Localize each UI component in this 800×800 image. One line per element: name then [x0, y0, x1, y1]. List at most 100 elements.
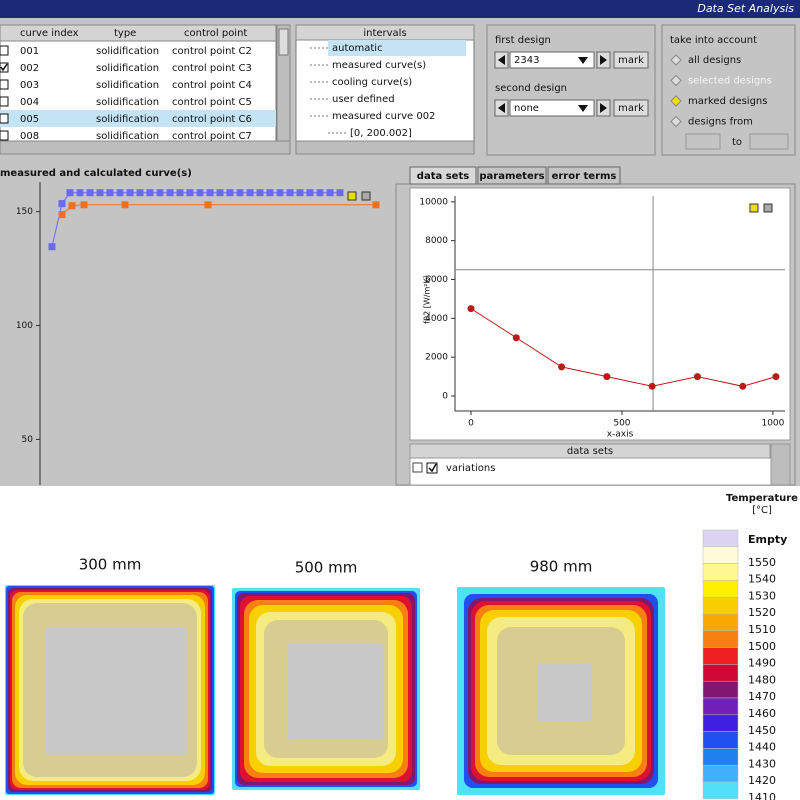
y-tick-label: 50: [22, 435, 34, 445]
tab-label: parameters: [479, 171, 544, 182]
legend-label: 1520: [748, 606, 776, 619]
chart-icon[interactable]: [749, 203, 759, 213]
point: [739, 382, 747, 390]
from-input[interactable]: [685, 133, 721, 150]
mark-label: mark: [618, 103, 644, 114]
legend-label: 1540: [748, 573, 776, 586]
scroll-thumb[interactable]: [278, 28, 289, 56]
tree-item: measured curve 002: [332, 111, 435, 122]
table-cell: control point C6: [172, 114, 252, 125]
x-tick-label: 1000: [761, 419, 784, 429]
table-cell: control point C7: [172, 131, 252, 142]
point: [58, 211, 66, 219]
check-mark: [428, 463, 437, 473]
point: [372, 201, 380, 209]
legend-label: 1530: [748, 589, 776, 602]
dropdown-icon: [578, 105, 588, 112]
second-design-combo[interactable]: [509, 99, 595, 117]
legend-swatch: [702, 748, 739, 766]
checkbox[interactable]: [0, 113, 9, 124]
legend-label: 1420: [748, 774, 776, 787]
tab[interactable]: [409, 166, 477, 185]
point: [603, 373, 611, 381]
point: [256, 189, 264, 197]
point: [206, 189, 214, 197]
point: [246, 189, 254, 197]
intervals-hscroll[interactable]: [295, 140, 475, 155]
tab[interactable]: [477, 166, 547, 185]
tab[interactable]: [547, 166, 621, 185]
chart-icon[interactable]: [361, 191, 371, 201]
heat-map-label: 980 mm: [530, 558, 593, 576]
legend-label: 1450: [748, 724, 776, 737]
tree-item: cooling curve(s): [332, 77, 412, 88]
second-design-value: none: [514, 103, 539, 114]
mark-button[interactable]: [613, 99, 649, 117]
checkbox[interactable]: [426, 462, 438, 474]
first-design-combo[interactable]: [509, 51, 595, 69]
heat-map-label: 300 mm: [79, 556, 142, 574]
arrow-icon: [498, 103, 505, 113]
legend-swatch: [702, 546, 739, 564]
tree-item: variations: [446, 463, 495, 474]
table-cell: solidification: [96, 114, 159, 125]
y-tick-label: 6000: [425, 275, 448, 285]
legend-label: 1460: [748, 707, 776, 720]
point: [316, 189, 324, 197]
legend-swatch: [702, 580, 739, 598]
table-hscroll[interactable]: [0, 140, 291, 155]
legend-label: 1470: [748, 690, 776, 703]
legend-label: 1500: [748, 640, 776, 653]
point: [156, 189, 164, 197]
radio-button[interactable]: [670, 54, 682, 66]
checkbox[interactable]: [0, 45, 9, 56]
checkbox[interactable]: [0, 130, 9, 141]
radio-label: designs from: [688, 117, 753, 128]
solid-core: [45, 627, 187, 755]
mark-button[interactable]: [613, 51, 649, 69]
radio-button[interactable]: [670, 95, 682, 107]
point: [216, 189, 224, 197]
data-sets-scroll[interactable]: [770, 443, 791, 486]
radio-label: selected designs: [688, 76, 772, 87]
left-chart-title: measured and calculated curve(s): [0, 168, 192, 179]
solid-core: [287, 643, 383, 740]
table-cell: solidification: [96, 131, 159, 142]
y-axis-label: f02 [W/m²K]: [423, 275, 432, 324]
point: [116, 189, 124, 197]
column-header: control point: [184, 28, 247, 39]
radio-button[interactable]: [670, 115, 682, 128]
dropdown-icon: [578, 57, 588, 64]
point: [512, 334, 520, 342]
chart-icon[interactable]: [763, 203, 773, 213]
point: [58, 200, 66, 208]
legend-swatch: [702, 613, 739, 632]
checkbox[interactable]: [0, 79, 9, 90]
to-input[interactable]: [749, 133, 789, 150]
table-cell: 002: [20, 63, 39, 74]
legend-label: Empty: [748, 533, 787, 546]
point: [96, 189, 104, 197]
legend-label: 1550: [748, 556, 776, 569]
arrow-icon: [498, 55, 505, 65]
second-design-label: second design: [495, 83, 567, 94]
tree-expander[interactable]: [412, 462, 423, 473]
legend-swatch: [702, 596, 739, 615]
point: [772, 373, 780, 381]
radio-button[interactable]: [670, 74, 682, 87]
selected-item: [328, 40, 466, 56]
legend-unit: [°C]: [752, 505, 772, 516]
legend-swatch: [702, 680, 739, 699]
checkbox[interactable]: [0, 96, 9, 107]
chart-icon[interactable]: [347, 191, 357, 201]
table-cell: solidification: [96, 97, 159, 108]
point: [86, 189, 94, 197]
intervals-title: intervals: [363, 28, 406, 39]
column-header: type: [114, 28, 136, 39]
legend-label: 1430: [748, 757, 776, 770]
tree-item: [0, 200.002]: [350, 128, 412, 139]
legend-swatch: [702, 781, 739, 800]
point: [136, 189, 144, 197]
arrow-icon: [600, 55, 607, 65]
legend-swatch: [702, 529, 739, 548]
